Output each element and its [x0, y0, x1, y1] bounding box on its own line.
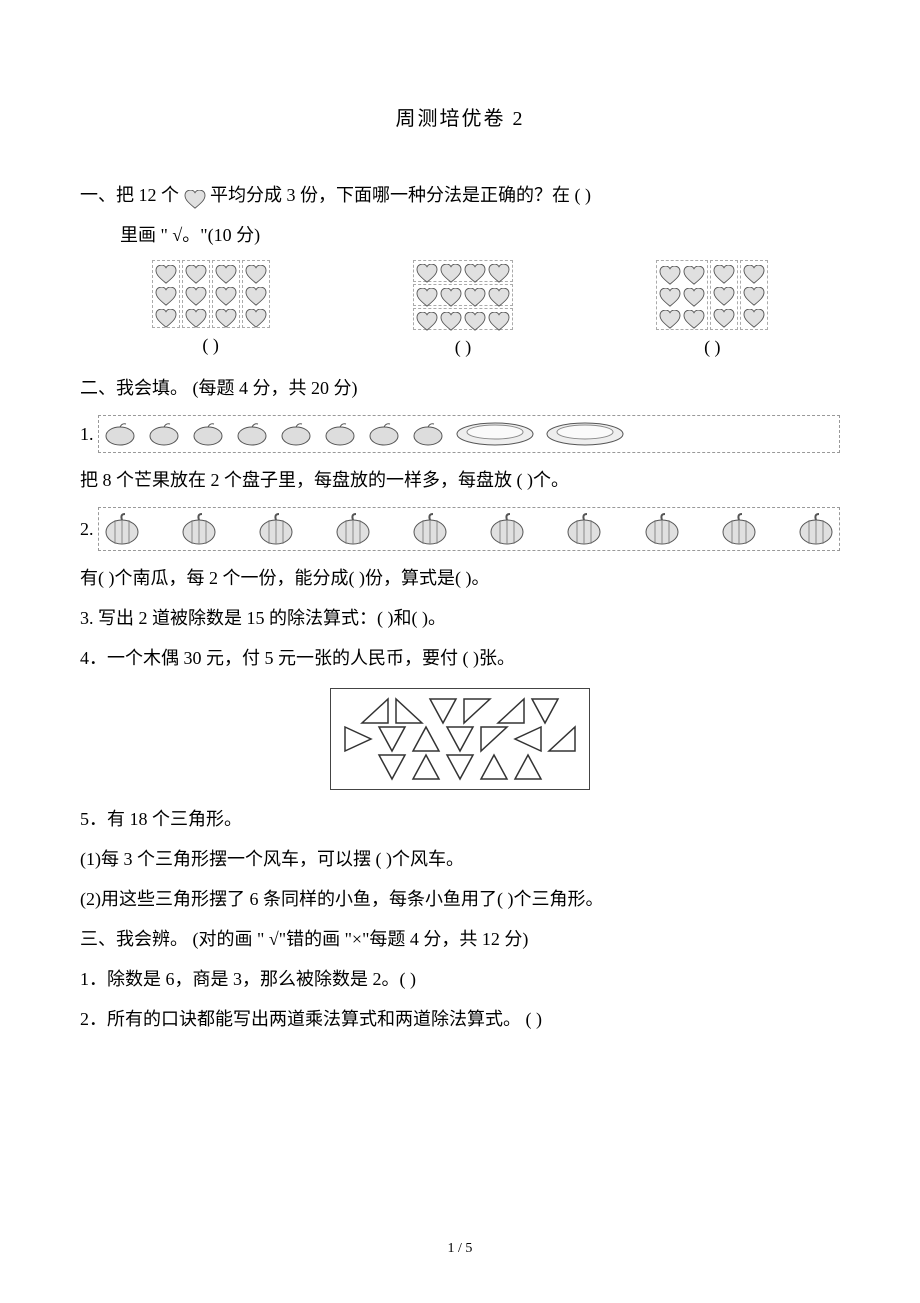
triangle-icon	[360, 697, 390, 725]
q1-stem-b: 平均分成 3 份，下面哪一种分法是正确的？在 ( )	[210, 185, 591, 205]
q1-option-2-paren: ( )	[413, 330, 513, 364]
q1-option-3: ( )	[656, 260, 768, 364]
pumpkin-icon	[103, 512, 141, 546]
q2-item1-prefix: 1.	[80, 417, 94, 451]
heart-icon	[184, 187, 206, 207]
q1-stem: 一、把 12 个 平均分成 3 份，下面哪一种分法是正确的？在 ( )	[80, 178, 840, 212]
q2-item1-row: 1.	[80, 411, 840, 457]
q2-header: 二、我会填。 (每题 4 分，共 20 分)	[80, 371, 840, 405]
page-title: 周测培优卷 2	[80, 100, 840, 138]
q1-stem-c: 里画 " √。"(10 分)	[80, 218, 840, 252]
plate-icon	[455, 420, 535, 448]
q2-item5-lead: 5．有 18 个三角形。	[80, 802, 840, 836]
q1-option-1: ( )	[152, 260, 270, 364]
q2-item5-sub2: (2)用这些三角形摆了 6 条同样的小鱼，每条小鱼用了( )个三角形。	[80, 882, 840, 916]
q3-item1: 1．除数是 6，商是 3，那么被除数是 2。( )	[80, 962, 840, 996]
q1-stem-a: 一、把 12 个	[80, 185, 179, 205]
q2-item5-sub1: (1)每 3 个三角形摆一个风车，可以摆 ( )个风车。	[80, 842, 840, 876]
q2-item2-prefix: 2.	[80, 512, 94, 546]
q2-item4: 4．一个木偶 30 元，付 5 元一张的人民币，要付 ( )张。	[80, 641, 840, 675]
q2-item2-text: 有( )个南瓜，每 2 个一份，能分成( )份，算式是( )。	[80, 561, 840, 595]
page: 周测培优卷 2 一、把 12 个 平均分成 3 份，下面哪一种分法是正确的？在 …	[0, 0, 920, 1303]
page-footer: 1 / 5	[0, 1236, 920, 1263]
q1-option-2: ( )	[413, 260, 513, 364]
q2-item1-text: 把 8 个芒果放在 2 个盘子里，每盘放的一样多，每盘放 ( )个。	[80, 463, 840, 497]
q2-item2-row: 2.	[80, 503, 840, 555]
q3-item2: 2．所有的口诀都能写出两道乘法算式和两道除法算式。 ( )	[80, 1002, 840, 1036]
q1-option-1-paren: ( )	[152, 328, 270, 362]
q1-options: ( ) ( ) ( )	[80, 260, 840, 364]
mango-icon	[103, 421, 137, 447]
q2-item5-triangles	[80, 682, 840, 796]
q1-option-3-paren: ( )	[656, 330, 768, 364]
q2-item3: 3. 写出 2 道被除数是 15 的除法算式：( )和( )。	[80, 601, 840, 635]
q3-header: 三、我会辨。 (对的画 " √"错的画 "×"每题 4 分，共 12 分)	[80, 922, 840, 956]
